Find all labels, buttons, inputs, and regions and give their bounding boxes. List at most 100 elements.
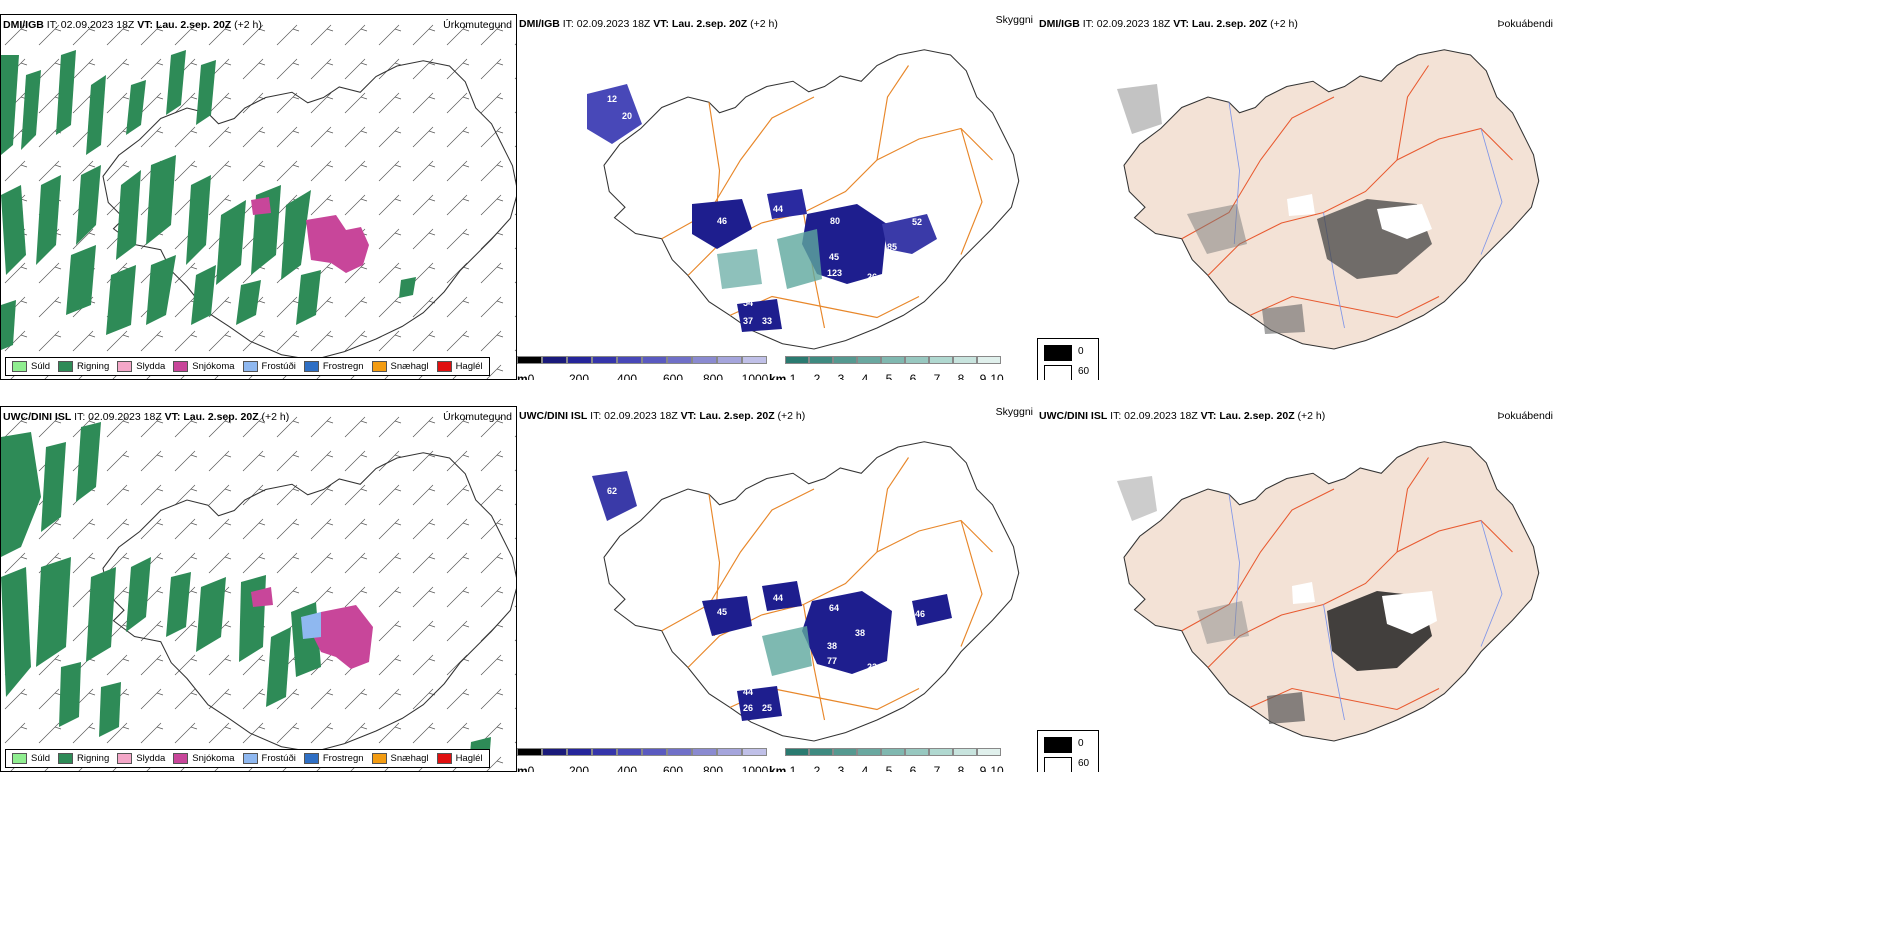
colorbar-tick: 200 (568, 764, 590, 772)
colorbar-tick: 10 (990, 372, 1004, 380)
legend-swatch (242, 361, 258, 372)
legend-swatch (117, 361, 133, 372)
colorbar-tick: 400 (616, 764, 638, 772)
vis-label: 20 (622, 111, 632, 121)
legend-item: Snæhagl (371, 361, 429, 372)
colorbar-tick: 800 (702, 372, 724, 380)
colorbar-tick: 600 (662, 372, 684, 380)
colorbar-tick: 9 (979, 764, 987, 772)
visibility-panel-dmi: 80 52 98 44 46 85 45 123 26 33 37 54 16 … (517, 14, 1037, 380)
valid-time: VT: Lau. 2.sep. 20Z (137, 19, 232, 31)
vis-label: 45 (829, 252, 839, 262)
fog-legend-label: 60 (1078, 758, 1090, 769)
valid-time: VT: Lau. 2.sep. 20Z (164, 411, 259, 423)
snow-area (251, 587, 373, 669)
vis-label: 38 (855, 628, 865, 638)
panel-header: UWC/DINI ISL IT: 02.09.2023 18Z VT: Lau.… (519, 410, 805, 422)
fog-panel-dmi: DMI/IGB IT: 02.09.2023 18Z VT: Lau. 2.se… (1037, 14, 1557, 380)
fog-areas (1117, 476, 1437, 724)
colorbar-unit: m (517, 372, 528, 380)
legend-swatch (12, 361, 27, 372)
init-time: IT: 02.09.2023 18Z (1079, 18, 1174, 30)
precip-panel-dmi: DMI/IGB IT: 02.09.2023 18Z VT: Lau. 2.se… (0, 14, 517, 380)
colorbar-tick: 10 (990, 764, 1004, 772)
model-name: DMI/IGB (1039, 18, 1080, 30)
model-name: DMI/IGB (519, 18, 560, 30)
colorbar-tick: 1000 (741, 372, 769, 380)
panel-header: UWC/DINI ISL IT: 02.09.2023 18Z VT: Lau.… (3, 411, 289, 423)
legend-item: Súld (12, 361, 50, 372)
colorbar-tick: 8 (957, 764, 965, 772)
vis-label: 44 (743, 687, 753, 697)
colorbar-tick: 4 (861, 372, 869, 380)
colorbar-tick: 2 (813, 764, 821, 772)
panel-title: Þokuábendi (1497, 18, 1553, 30)
lead-time: (+2 h) (774, 410, 806, 422)
colorbar-tick: 3 (837, 372, 845, 380)
legend-item: Snjókoma (173, 361, 235, 372)
vis-label: 64 (829, 603, 839, 613)
legend-item: Rigning (58, 361, 109, 372)
fog-legend: 0 60 (1037, 338, 1099, 380)
precip-map (1, 407, 516, 771)
panel-title: Skyggni (995, 406, 1033, 418)
colorbar-tick: 6 (909, 372, 917, 380)
fog-areas (1117, 84, 1432, 334)
colorbar-tick: 5 (885, 372, 893, 380)
visibility-labels: 64 38 46 44 45 38 77 22 25 26 44 80 12 6… (607, 486, 925, 713)
lead-time: (+2 h) (231, 19, 262, 31)
vis-label: 44 (773, 593, 783, 603)
panel-header: DMI/IGB IT: 02.09.2023 18Z VT: Lau. 2.se… (1039, 18, 1298, 30)
visibility-map: 80 52 98 44 46 85 45 123 26 33 37 54 16 … (587, 49, 1020, 350)
colorbar-unit: m (517, 764, 528, 772)
colorbar-tick: 7 (933, 764, 941, 772)
fog-map (1117, 49, 1540, 350)
visibility-map: 64 38 46 44 45 38 77 22 25 26 44 80 12 6… (592, 441, 1020, 742)
vis-label: 80 (763, 676, 773, 686)
init-time: IT: 02.09.2023 18Z (559, 18, 654, 30)
legend-swatch (436, 361, 452, 372)
panel-title: Úrkomutegund (443, 411, 512, 423)
vis-label: 33 (762, 316, 772, 326)
legend-label: Slydda (136, 753, 166, 764)
legend-item: Súld (12, 753, 50, 764)
lead-time: (+2 h) (1267, 18, 1298, 30)
colorbar-tick: 7 (933, 372, 941, 380)
legend-item: Snjókoma (173, 753, 235, 764)
legend-swatch (173, 361, 189, 372)
legend-item: Rigning (58, 753, 109, 764)
visibility-colorbar: km 1 2 3 4 5 6 7 8 9 10 (769, 356, 1005, 380)
vis-label: 16 (763, 286, 773, 296)
fog-legend-label: 0 (1078, 738, 1084, 749)
legend-swatch (436, 753, 452, 764)
legend-label: Snæhagl (390, 361, 429, 372)
visibility-panel-uwc: 64 38 46 44 45 38 77 22 25 26 44 80 12 6… (517, 406, 1037, 772)
valid-time: VT: Lau. 2.sep. 20Z (680, 410, 775, 422)
vis-label: 45 (717, 607, 727, 617)
valid-time: VT: Lau. 2.sep. 20Z (653, 18, 748, 30)
low-cloud-areas (587, 84, 937, 332)
legend-label: Súld (31, 753, 51, 764)
legend-label: Frostúði (261, 361, 296, 372)
legend-label: Rigning (77, 361, 110, 372)
legend-label: Snjókoma (192, 361, 235, 372)
legend-label: Súld (31, 361, 51, 372)
legend-swatch (303, 361, 319, 372)
freezing-drizzle-area (301, 612, 321, 639)
vis-label: 80 (830, 216, 840, 226)
vis-label: 37 (743, 316, 753, 326)
fog-legend: 0 60 (1037, 730, 1099, 772)
colorbar-tick: 1000 (741, 764, 769, 772)
legend-item: Haglél (436, 361, 483, 372)
fog-legend-label: 0 (1078, 346, 1084, 357)
panel-header: DMI/IGB IT: 02.09.2023 18Z VT: Lau. 2.se… (3, 19, 262, 31)
low-cloud-areas (592, 471, 952, 721)
vis-label: 98 (929, 212, 939, 222)
legend-item: Frostregn (303, 753, 364, 764)
vis-label: 46 (717, 216, 727, 226)
model-name: DMI/IGB (3, 19, 44, 31)
colorbar-tick: 0 (527, 764, 535, 772)
panel-title: Þokuábendi (1497, 410, 1553, 422)
vis-label: 26 (743, 703, 753, 713)
legend-item: Slydda (117, 753, 165, 764)
